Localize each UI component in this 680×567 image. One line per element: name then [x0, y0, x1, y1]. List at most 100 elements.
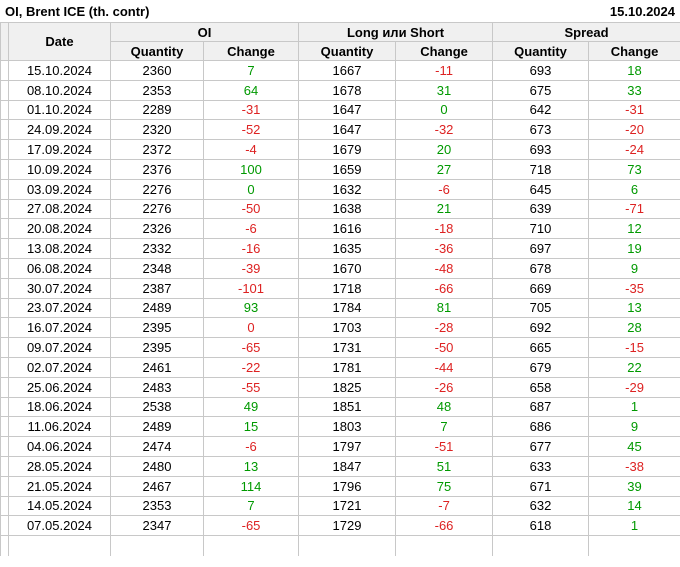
long-change-cell: 31 — [395, 79, 494, 101]
table-row: 01.10.2024 2289 -31 1647 0 642 -31 — [0, 99, 680, 121]
spread-change-cell: 73 — [588, 158, 680, 180]
long-quantity-cell: 1679 — [298, 139, 397, 160]
spread-quantity-cell: 632 — [492, 495, 590, 517]
oi-change-cell: -22 — [202, 356, 300, 378]
spread-change-cell: 33 — [588, 79, 680, 101]
spacer-column-header — [0, 22, 9, 61]
long-quantity-cell: 1797 — [298, 436, 397, 457]
spread-quantity-cell: 669 — [492, 277, 590, 299]
oi-quantity-cell: 2276 — [110, 198, 204, 220]
long-quantity-header: Quantity — [298, 41, 397, 61]
oi-change-cell: -55 — [202, 376, 300, 398]
spread-change-cell: 22 — [588, 356, 680, 378]
oi-quantity-cell: 2353 — [110, 495, 204, 517]
long-quantity-cell: 1825 — [298, 376, 397, 398]
oi-change-cell: -101 — [202, 277, 300, 299]
table-row: 07.05.2024 2347 -65 1729 -66 618 1 — [0, 515, 680, 537]
date-cell: 13.08.2024 — [8, 238, 111, 259]
oi-quantity-cell: 2538 — [110, 396, 204, 418]
spread-quantity-cell: 686 — [492, 416, 590, 438]
spread-quantity-cell: 705 — [492, 297, 590, 319]
long-change-cell: -26 — [395, 376, 494, 398]
spread-change-cell: 1 — [588, 515, 680, 537]
oi-quantity-cell: 2347 — [110, 515, 204, 537]
long-quantity-cell: 1803 — [298, 416, 397, 438]
spread-change-cell: 13 — [588, 297, 680, 319]
page-title: OI, Brent ICE (th. contr) — [5, 3, 150, 19]
oi-change-cell: -65 — [202, 337, 300, 358]
table-row: 18.06.2024 2538 49 1851 48 687 1 — [0, 396, 680, 418]
spacer-cell — [0, 475, 9, 497]
sub-header-row: Quantity Change Quantity Change Quantity… — [1, 41, 680, 61]
group-header-oi: OI — [109, 22, 300, 42]
oi-report-table: Date OI Long или Short Spread Quantity C… — [0, 22, 680, 556]
long-quantity-cell: 1632 — [298, 178, 397, 200]
long-change-cell: 48 — [395, 396, 494, 418]
spread-change-cell: -24 — [588, 139, 680, 160]
group-header-spread: Spread — [492, 22, 680, 42]
date-cell: 04.06.2024 — [8, 436, 111, 457]
date-cell: 09.07.2024 — [8, 337, 111, 358]
spacer-cell — [0, 79, 9, 101]
long-change-cell: -11 — [395, 60, 494, 81]
long-quantity-cell — [298, 535, 397, 556]
oi-quantity-cell: 2353 — [110, 79, 204, 101]
spread-change-cell: 12 — [588, 218, 680, 240]
spread-quantity-cell: 718 — [492, 158, 590, 180]
long-quantity-cell: 1670 — [298, 257, 397, 279]
spread-change-cell: 19 — [588, 238, 680, 259]
date-cell: 17.09.2024 — [8, 139, 111, 160]
spread-quantity-cell: 645 — [492, 178, 590, 200]
oi-change-cell: -6 — [202, 218, 300, 240]
date-cell: 28.05.2024 — [8, 455, 111, 477]
table-row: 11.06.2024 2489 15 1803 7 686 9 — [0, 416, 680, 438]
oi-quantity-cell: 2276 — [110, 178, 204, 200]
oi-change-cell: -39 — [202, 257, 300, 279]
long-quantity-cell: 1781 — [298, 356, 397, 378]
spread-quantity-cell: 673 — [492, 119, 590, 141]
spread-quantity-cell: 671 — [492, 475, 590, 497]
table-row: 09.07.2024 2395 -65 1731 -50 665 -15 — [0, 337, 680, 358]
date-column-header: Date — [8, 22, 111, 61]
spread-change-cell: -29 — [588, 376, 680, 398]
long-quantity-cell: 1703 — [298, 317, 397, 339]
table-row: 10.09.2024 2376 100 1659 27 718 73 — [0, 158, 680, 180]
spacer-cell — [0, 218, 9, 240]
spread-quantity-cell: 639 — [492, 198, 590, 220]
table-body: 15.10.2024 2360 7 1667 -11 693 18 08.10.… — [0, 60, 680, 556]
long-quantity-cell: 1851 — [298, 396, 397, 418]
oi-change-cell: 0 — [202, 178, 300, 200]
spacer-cell — [0, 337, 9, 358]
long-change-cell: -51 — [395, 436, 494, 457]
oi-change-cell: 64 — [202, 79, 300, 101]
spacer-cell — [0, 257, 9, 279]
date-cell: 27.08.2024 — [8, 198, 111, 220]
spread-quantity-cell: 642 — [492, 99, 590, 121]
table-row: 08.10.2024 2353 64 1678 31 675 33 — [0, 79, 680, 101]
long-quantity-cell: 1718 — [298, 277, 397, 299]
spacer-cell — [0, 119, 9, 141]
spread-quantity-cell — [492, 535, 590, 556]
oi-change-cell: 114 — [202, 475, 300, 497]
table-row: 24.09.2024 2320 -52 1647 -32 673 -20 — [0, 119, 680, 141]
spread-quantity-cell: 679 — [492, 356, 590, 378]
oi-quantity-cell: 2332 — [110, 238, 204, 259]
long-change-cell: 51 — [395, 455, 494, 477]
spread-quantity-cell: 693 — [492, 60, 590, 81]
date-cell: 01.10.2024 — [8, 99, 111, 121]
table-row: 21.05.2024 2467 114 1796 75 671 39 — [0, 475, 680, 497]
spread-change-cell: -71 — [588, 198, 680, 220]
long-change-cell: -48 — [395, 257, 494, 279]
oi-change-cell: 7 — [202, 495, 300, 517]
oi-quantity-cell: 2326 — [110, 218, 204, 240]
long-change-cell — [395, 535, 494, 556]
long-change-cell: -50 — [395, 337, 494, 358]
spread-change-cell: -35 — [588, 277, 680, 299]
date-cell: 24.09.2024 — [8, 119, 111, 141]
spacer-cell — [0, 515, 9, 537]
table-row: 28.05.2024 2480 13 1847 51 633 -38 — [0, 455, 680, 477]
oi-quantity-cell: 2467 — [110, 475, 204, 497]
long-change-cell: -7 — [395, 495, 494, 517]
long-change-header: Change — [395, 41, 494, 61]
date-cell: 18.06.2024 — [8, 396, 111, 418]
